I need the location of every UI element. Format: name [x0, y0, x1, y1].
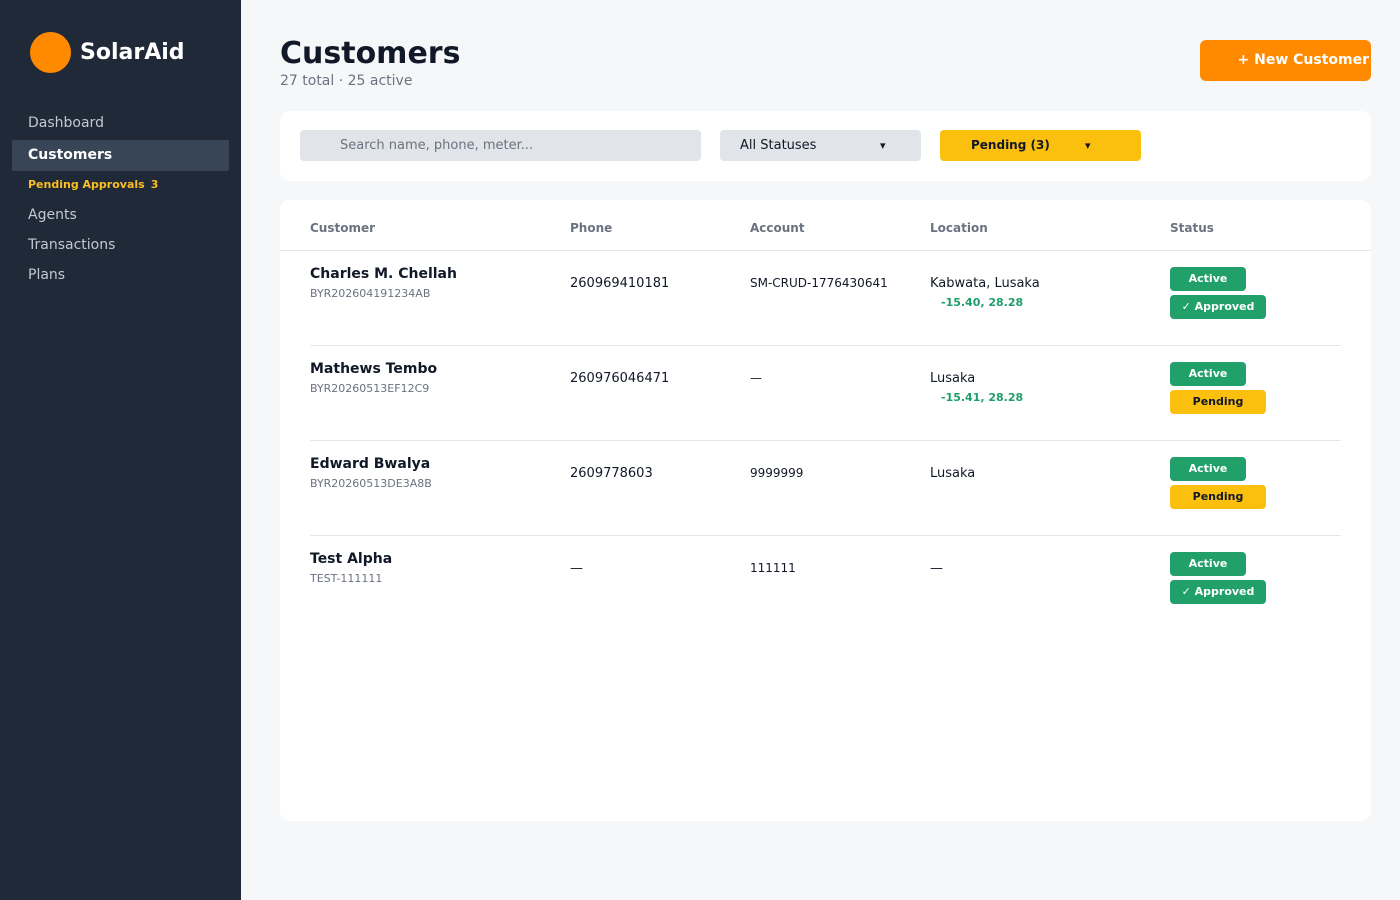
status-badge: Active [1170, 457, 1246, 481]
main-content: Customers 27 total · 25 active + New Cus… [241, 0, 1400, 900]
approval-badge: Pending [1170, 390, 1266, 414]
customer-phone: 2609778603 [570, 466, 653, 481]
status-filter-value: All Statuses [740, 138, 817, 153]
customer-name: Charles M. Chellah [310, 266, 457, 282]
customer-name: Mathews Tembo [310, 361, 438, 377]
customer-phone: 260976046471 [570, 371, 670, 386]
customer-location: — [930, 561, 943, 576]
table-row[interactable]: Charles M. Chellah BYR202604191234AB 260… [280, 251, 1371, 346]
customer-phone: 260969410181 [570, 276, 670, 291]
pending-filter-value: Pending (3) [971, 138, 1050, 152]
customer-code: BYR202604191234AB [310, 287, 431, 300]
column-header-location[interactable]: Location [930, 221, 988, 235]
status-filter-select[interactable]: All Statuses ▾ [720, 130, 921, 161]
filter-bar: Search name, phone, meter... All Statuse… [280, 111, 1371, 181]
column-header-phone[interactable]: Phone [570, 221, 613, 235]
customer-account: — [750, 371, 762, 385]
approval-badge: Pending [1170, 485, 1266, 509]
divider [310, 440, 1341, 441]
sidebar: SolarAid Dashboard Customers Pending App… [0, 0, 241, 900]
customer-location: Lusaka [930, 371, 976, 386]
customer-phone: — [570, 561, 583, 576]
customer-account: SM-CRUD-1776430641 [750, 276, 888, 290]
column-header-customer[interactable]: Customer [310, 221, 376, 235]
column-header-account[interactable]: Account [750, 221, 805, 235]
customer-name: Test Alpha [310, 551, 393, 567]
pending-filter-select[interactable]: Pending (3) ▾ [940, 130, 1141, 161]
sidebar-item-dashboard[interactable]: Dashboard [28, 115, 104, 131]
sidebar-item-agents[interactable]: Agents [28, 207, 77, 223]
table-row[interactable]: Test Alpha TEST-111111 — 111111 — Active… [280, 536, 1371, 631]
sidebar-item-label: Pending Approvals [28, 178, 145, 191]
customers-table: Customer Phone Account Location Status C… [280, 200, 1371, 821]
customer-location: Lusaka [930, 466, 976, 481]
sidebar-item-customers[interactable]: Customers [12, 140, 229, 171]
customer-code: BYR20260513DE3A8B [310, 477, 432, 490]
customer-account: 9999999 [750, 466, 804, 480]
customer-code: TEST-111111 [310, 572, 383, 585]
divider [280, 250, 1371, 251]
chevron-down-icon: ▾ [1085, 139, 1091, 152]
new-customer-button[interactable]: + New Customer [1200, 40, 1371, 81]
customer-name: Edward Bwalya [310, 456, 431, 472]
sidebar-item-plans[interactable]: Plans [28, 267, 66, 283]
chevron-down-icon: ▾ [880, 139, 886, 152]
approval-badge: ✓ Approved [1170, 580, 1266, 604]
page-subtitle: 27 total · 25 active [280, 73, 413, 89]
divider [310, 345, 1341, 346]
table-row[interactable]: Mathews Tembo BYR20260513EF12C9 26097604… [280, 346, 1371, 441]
customer-account: 111111 [750, 561, 796, 575]
customer-location: Kabwata, Lusaka [930, 276, 1040, 291]
sidebar-item-pending-approvals[interactable]: Pending Approvals 3 [28, 178, 158, 191]
location-coordinates: -15.41, 28.28 [941, 391, 1024, 404]
search-input[interactable]: Search name, phone, meter... [300, 130, 701, 161]
logo-icon [30, 32, 71, 73]
pending-count-badge: 3 [150, 178, 159, 191]
sidebar-item-transactions[interactable]: Transactions [28, 237, 116, 253]
customer-code: BYR20260513EF12C9 [310, 382, 430, 395]
status-badge: Active [1170, 362, 1246, 386]
page-title: Customers [280, 36, 461, 71]
brand-name: SolarAid [80, 40, 185, 65]
status-badge: Active [1170, 552, 1246, 576]
column-header-status[interactable]: Status [1170, 221, 1214, 235]
status-badge: Active [1170, 267, 1246, 291]
brand[interactable]: SolarAid [30, 32, 185, 73]
table-row[interactable]: Edward Bwalya BYR20260513DE3A8B 26097786… [280, 441, 1371, 536]
location-coordinates: -15.40, 28.28 [941, 296, 1024, 309]
divider [310, 535, 1341, 536]
approval-badge: ✓ Approved [1170, 295, 1266, 319]
